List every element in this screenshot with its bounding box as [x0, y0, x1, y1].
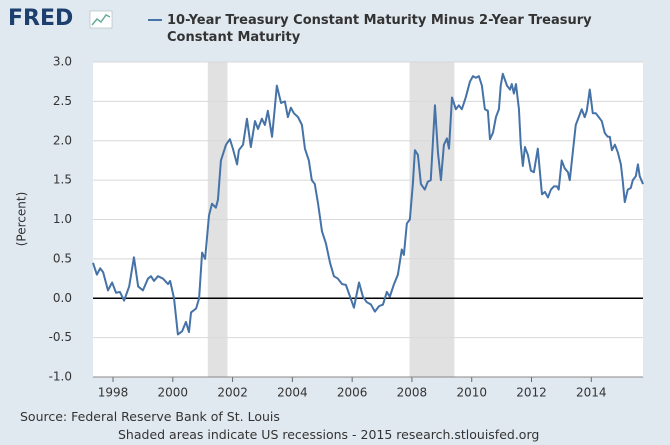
y-tick-label: 0.0	[53, 291, 72, 305]
logo-icon	[89, 10, 113, 29]
data-line	[92, 72, 644, 336]
y-tick-label: 3.0	[53, 55, 72, 69]
x-tick-label: 2006	[337, 386, 368, 400]
x-tick-label: 2014	[576, 386, 607, 400]
source: Source: Federal Reserve Bank of St. Loui…	[20, 409, 280, 424]
y-tick-label: 2.0	[53, 133, 72, 147]
y-tick-label: -0.5	[49, 330, 72, 344]
x-tick-label: 2008	[397, 386, 428, 400]
y-tick-label: 1.5	[53, 173, 72, 187]
y-tick-label: 1.0	[53, 212, 72, 226]
x-tick-label: 2002	[217, 386, 248, 400]
x-tick-label: 2000	[158, 386, 189, 400]
x-tick-label: 1998	[98, 386, 129, 400]
x-tick-label: 2012	[516, 386, 547, 400]
x-tick-label: 2010	[456, 386, 487, 400]
legend-entry: 10-Year Treasury Constant Maturity Minus…	[167, 13, 592, 45]
x-tick-label: 2004	[277, 386, 308, 400]
logo: FRED	[8, 6, 74, 31]
y-tick-label: -1.0	[49, 370, 72, 384]
y-tick-label: 0.5	[53, 251, 72, 265]
y-axis-label: (Percent)	[15, 192, 29, 247]
note: Shaded areas indicate US recessions - 20…	[118, 427, 540, 442]
y-tick-label: 2.5	[53, 94, 72, 108]
